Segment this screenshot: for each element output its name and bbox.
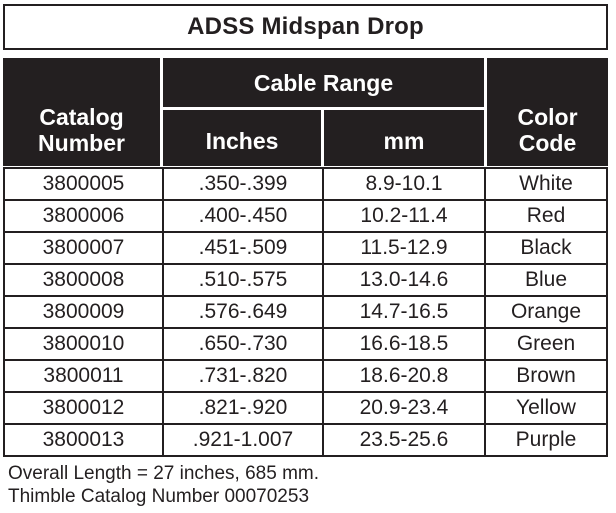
cell-catalog-number: 3800005 — [5, 169, 162, 199]
header-cell-inches: Inches — [163, 110, 321, 166]
cell-catalog-number: 3800010 — [5, 329, 162, 359]
cell-mm: 23.5-25.6 — [324, 425, 484, 455]
cell-catalog-number: 3800006 — [5, 201, 162, 231]
cell-catalog-number: 3800012 — [5, 393, 162, 423]
header-cell-color-code: Color Code — [487, 58, 608, 166]
cell-mm: 8.9-10.1 — [324, 169, 484, 199]
cell-catalog-number: 3800007 — [5, 233, 162, 263]
cell-inches: .510-.575 — [164, 265, 322, 295]
cell-color-code: Purple — [486, 425, 606, 455]
overall-length-note: Overall Length = 27 inches, 685 mm. — [8, 463, 320, 484]
table-title: ADSS Midspan Drop — [3, 4, 608, 50]
cell-catalog-number: 3800008 — [5, 265, 162, 295]
cell-color-code: Brown — [486, 361, 606, 391]
cell-mm: 10.2-11.4 — [324, 201, 484, 231]
cell-catalog-number: 3800011 — [5, 361, 162, 391]
cell-color-code: Green — [486, 329, 606, 359]
cell-inches: .576-.649 — [164, 297, 322, 327]
cell-inches: .451-.509 — [164, 233, 322, 263]
cell-color-code: Orange — [486, 297, 606, 327]
cell-catalog-number: 3800009 — [5, 297, 162, 327]
cell-color-code: Black — [486, 233, 606, 263]
footer-notes: Overall Length = 27 inches, 685 mm. Thim… — [8, 462, 319, 508]
cell-inches: .400-.450 — [164, 201, 322, 231]
cell-mm: 13.0-14.6 — [324, 265, 484, 295]
cell-mm: 16.6-18.5 — [324, 329, 484, 359]
cell-color-code: Blue — [486, 265, 606, 295]
cell-mm: 20.9-23.4 — [324, 393, 484, 423]
cell-inches: .921-1.007 — [164, 425, 322, 455]
header-cell-cable-range: Cable Range — [163, 58, 484, 107]
cell-mm: 11.5-12.9 — [324, 233, 484, 263]
cell-mm: 18.6-20.8 — [324, 361, 484, 391]
table-header: Catalog Number Cable Range Color Code In… — [3, 58, 608, 166]
cell-color-code: White — [486, 169, 606, 199]
cell-inches: .350-.399 — [164, 169, 322, 199]
header-cell-mm: mm — [324, 110, 484, 166]
cell-inches: .731-.820 — [164, 361, 322, 391]
thimble-catalog-note: Thimble Catalog Number 00070253 — [8, 486, 310, 507]
cell-catalog-number: 3800013 — [5, 425, 162, 455]
cell-color-code: Red — [486, 201, 606, 231]
cell-color-code: Yellow — [486, 393, 606, 423]
table-body: 3800005 .350-.399 8.9-10.1 White 3800006… — [3, 167, 608, 457]
product-table: ADSS Midspan Drop Catalog Number Cable R… — [3, 4, 608, 457]
cell-inches: .821-.920 — [164, 393, 322, 423]
cell-mm: 14.7-16.5 — [324, 297, 484, 327]
cell-inches: .650-.730 — [164, 329, 322, 359]
header-cell-catalog-number: Catalog Number — [3, 58, 160, 166]
